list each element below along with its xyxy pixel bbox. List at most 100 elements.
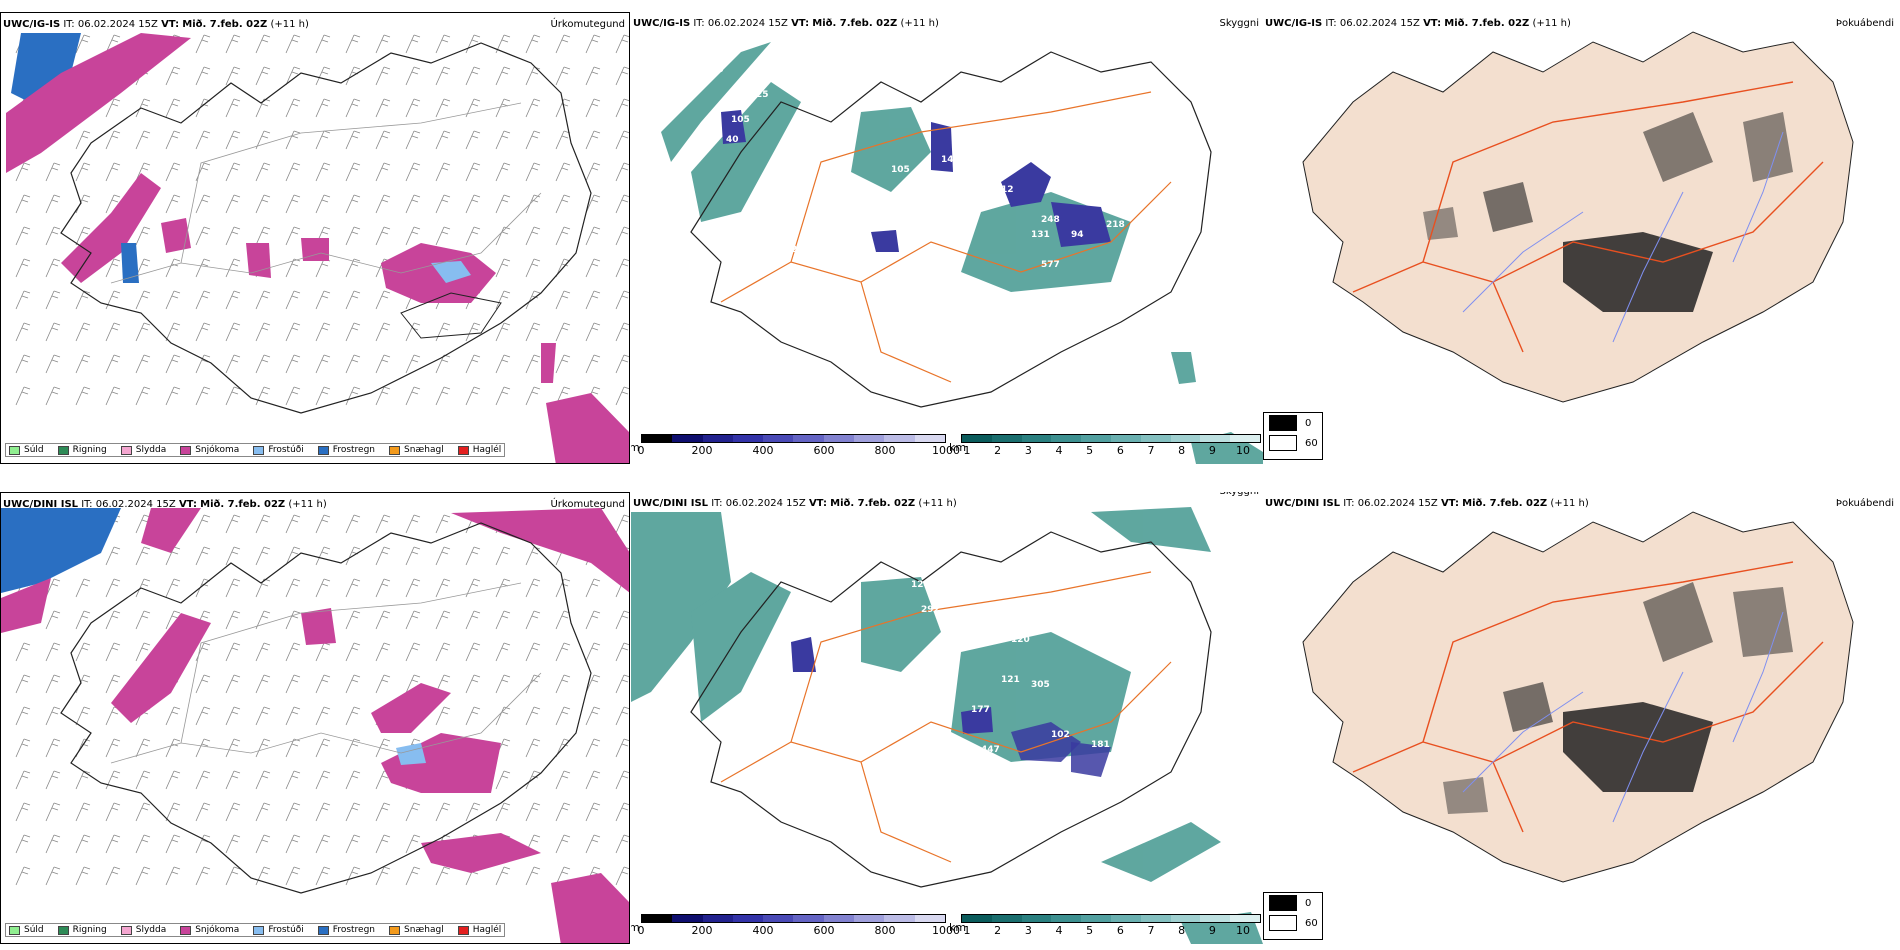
- wind-barb: [225, 162, 241, 182]
- wind-barb: [225, 834, 241, 854]
- colorbar-tick: 400: [752, 924, 774, 937]
- wind-barb: [585, 578, 601, 598]
- wind-barb: [585, 738, 601, 758]
- legend-item: Snjókoma: [180, 445, 239, 455]
- wind-barb: [135, 130, 151, 150]
- wind-barb: [255, 706, 271, 726]
- colorbar-tick: 200: [691, 444, 713, 457]
- wind-barb: [165, 66, 181, 86]
- wind-barb: [405, 66, 421, 86]
- legend-swatch: [253, 445, 265, 455]
- wind-barb: [225, 290, 241, 310]
- wind-barb: [45, 354, 61, 374]
- wind-barb: [225, 258, 241, 278]
- wind-barb: [315, 578, 331, 598]
- wind-barb: [315, 738, 331, 758]
- cloud-base-label: 121: [1001, 675, 1020, 685]
- wind-barb: [375, 642, 391, 662]
- wind-barb: [555, 290, 571, 310]
- wind-barb: [375, 546, 391, 566]
- wind-barb: [585, 770, 601, 790]
- wind-barb: [45, 738, 61, 758]
- colorbar-segment: [1110, 435, 1141, 442]
- cloud-base-label: 28: [791, 275, 804, 285]
- wind-barbs: [15, 514, 629, 886]
- wind-barb: [135, 642, 151, 662]
- wind-barb: [615, 866, 629, 886]
- iceland-outline: [60, 522, 592, 894]
- colorbar-segment: [1140, 915, 1171, 922]
- wind-barb: [465, 162, 481, 182]
- wind-barb: [255, 386, 271, 406]
- wind-barb: [405, 194, 421, 214]
- wind-barb: [105, 258, 121, 278]
- wind-barb: [195, 642, 211, 662]
- road-lines: [1352, 561, 1824, 833]
- legend-swatch: [317, 445, 329, 455]
- cloud-base-label: 131: [1031, 230, 1050, 240]
- colorbar-tick: 1000: [932, 444, 960, 457]
- wind-barb: [465, 226, 481, 246]
- colorbar-segment: [962, 435, 992, 442]
- legend-label: Frostúði: [268, 445, 304, 455]
- wind-barb: [495, 258, 511, 278]
- wind-barb: [135, 866, 151, 886]
- colorbar-segment: [672, 435, 703, 442]
- cloud-base-label: 105: [891, 165, 910, 175]
- wind-barb: [225, 770, 241, 790]
- wind-barb: [555, 130, 571, 150]
- snow-area: [1, 578, 51, 633]
- colorbar-segment: [732, 915, 764, 922]
- cloud-base-label: 25: [756, 90, 769, 100]
- wind-barb: [375, 130, 391, 150]
- freezing-drizzle-area: [396, 743, 426, 765]
- wind-barb: [465, 802, 481, 822]
- wind-barb: [555, 322, 571, 342]
- wind-barb: [225, 866, 241, 886]
- wind-barb: [225, 34, 241, 54]
- wind-barb: [255, 770, 271, 790]
- legend-label: Snæhagl: [404, 925, 444, 935]
- wind-barb: [165, 770, 181, 790]
- wind-barb: [165, 834, 181, 854]
- wind-barb: [525, 322, 541, 342]
- colorbar-segment: [702, 435, 733, 442]
- wind-barb: [75, 674, 91, 694]
- legend-swatch: [457, 445, 469, 455]
- wind-barb: [525, 34, 541, 54]
- wind-barb: [315, 194, 331, 214]
- wind-barb: [285, 610, 301, 630]
- wind-barb: [75, 162, 91, 182]
- wind-barb: [45, 706, 61, 726]
- wind-barb: [195, 194, 211, 214]
- wind-barb: [285, 162, 301, 182]
- wind-barb: [345, 578, 361, 598]
- wind-barb: [135, 770, 151, 790]
- colorbar-tick: 6: [1116, 444, 1124, 457]
- road-lines: [110, 582, 542, 764]
- cloud-base-label: 12: [726, 265, 739, 275]
- wind-barb: [255, 66, 271, 86]
- road-lines: [720, 571, 1172, 863]
- wind-barb: [405, 866, 421, 886]
- wind-barb: [75, 290, 91, 310]
- wind-barb: [405, 322, 421, 342]
- cloud-value-labels: 26 234 25 105 40 202 12 105 141 12 248 94 218 131 577 1…: [711, 65, 1190, 285]
- wind-barb: [615, 354, 629, 374]
- wind-barb: [345, 194, 361, 214]
- wind-barb: [195, 34, 211, 54]
- wind-barb: [105, 354, 121, 374]
- colorbar-tick: 3: [1024, 924, 1032, 937]
- wind-barb: [165, 610, 181, 630]
- wind-barb: [165, 706, 181, 726]
- wind-barb: [405, 162, 421, 182]
- wind-barb: [75, 322, 91, 342]
- snow-area: [421, 833, 541, 873]
- wind-barb: [45, 610, 61, 630]
- panel-title: Skyggni: [1219, 492, 1259, 497]
- wind-barb: [345, 386, 361, 406]
- colorbar-segment: [763, 915, 794, 922]
- wind-barb: [615, 386, 629, 406]
- visibility-colorbar: km 1 2 3 4 5 6 7 8 9 10: [949, 914, 1261, 937]
